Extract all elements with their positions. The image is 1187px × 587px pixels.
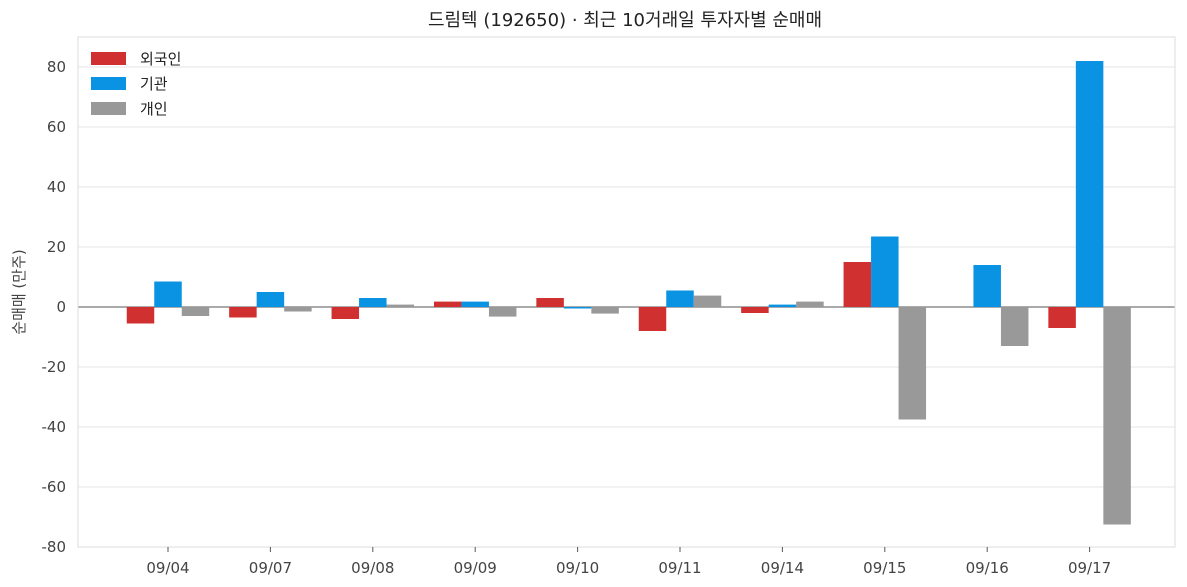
x-tick-label: 09/14 xyxy=(761,559,804,577)
x-tick-label: 09/07 xyxy=(249,559,292,577)
x-tick-label: 09/15 xyxy=(863,559,906,577)
legend-label: 개인 xyxy=(140,100,168,118)
y-tick-label: -60 xyxy=(42,478,67,496)
chart-title: 드림텍 (192650) · 최근 10거래일 투자자별 순매매 xyxy=(428,10,822,31)
bar xyxy=(693,295,722,307)
x-axis-ticks: 09/04 09/07 09/08 09/09 09/10 09/11 09/14 09/15… xyxy=(146,547,1111,577)
bar xyxy=(741,307,769,313)
bar xyxy=(126,307,155,324)
bar xyxy=(386,304,415,307)
y-tick-label: 60 xyxy=(47,118,66,136)
bar xyxy=(461,301,489,307)
grid-lines xyxy=(78,66,1175,488)
y-axis-ticks: -80 -60 -40 -20 0 20 40 60 80 xyxy=(42,58,67,556)
x-tick-label: 09/17 xyxy=(1068,559,1111,577)
x-tick-label: 09/08 xyxy=(351,559,394,577)
y-tick-label: 0 xyxy=(56,298,66,316)
bar xyxy=(359,298,387,307)
x-tick-label: 09/16 xyxy=(966,559,1009,577)
bar xyxy=(1000,307,1029,346)
y-axis-label: 순매매 (만주) xyxy=(10,249,28,334)
bar xyxy=(638,307,667,331)
x-tick-label: 09/11 xyxy=(658,559,701,577)
bar xyxy=(1048,307,1076,328)
bar xyxy=(1075,61,1104,307)
y-tick-label: 20 xyxy=(47,238,66,256)
bar xyxy=(181,307,210,316)
bar xyxy=(433,301,462,307)
x-tick-label: 09/09 xyxy=(454,559,497,577)
bar xyxy=(973,265,1001,307)
bar xyxy=(488,307,517,317)
y-tick-label: -20 xyxy=(42,358,67,376)
legend-label: 기관 xyxy=(140,75,168,93)
bar xyxy=(284,307,312,312)
bar xyxy=(843,262,872,307)
bar xyxy=(871,236,899,307)
bar xyxy=(591,307,619,314)
bar xyxy=(768,304,797,307)
bar xyxy=(1103,307,1131,525)
x-tick-label: 09/04 xyxy=(146,559,189,577)
plot-frame xyxy=(77,36,1176,548)
bar xyxy=(536,298,564,307)
y-tick-label: -40 xyxy=(42,418,67,436)
legend-swatch xyxy=(91,102,126,115)
y-tick-label: 80 xyxy=(47,58,66,76)
bar xyxy=(898,307,927,420)
legend-swatch xyxy=(91,52,126,65)
bars xyxy=(126,61,1131,525)
legend-label: 외국인 xyxy=(140,50,181,68)
x-tick-label: 09/10 xyxy=(556,559,599,577)
y-tick-label: -80 xyxy=(42,538,67,556)
legend-swatch xyxy=(91,77,126,90)
y-tick-label: 40 xyxy=(47,178,66,196)
bar xyxy=(563,307,592,309)
bar xyxy=(331,307,360,319)
bar xyxy=(154,281,182,307)
bar xyxy=(256,292,285,307)
bar xyxy=(666,290,694,307)
bar xyxy=(229,307,257,318)
bar xyxy=(796,301,824,307)
